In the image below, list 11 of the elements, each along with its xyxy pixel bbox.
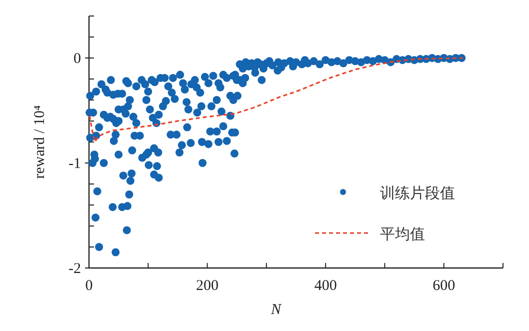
y-axis-title: reward / 10⁴: [32, 105, 48, 179]
x-tick-label: 600: [432, 278, 456, 294]
y-tick-label: -2: [68, 261, 81, 277]
legend-label: 训练片段值: [380, 185, 455, 202]
x-tick-label: 400: [314, 278, 337, 294]
legend-label: 平均值: [380, 226, 425, 243]
x-axis-title: N: [270, 302, 282, 318]
x-tick-label: 200: [196, 278, 219, 294]
x-tick-label: 0: [85, 278, 93, 294]
y-tick-label: -1: [68, 156, 81, 172]
y-tick-label: 0: [74, 51, 81, 67]
